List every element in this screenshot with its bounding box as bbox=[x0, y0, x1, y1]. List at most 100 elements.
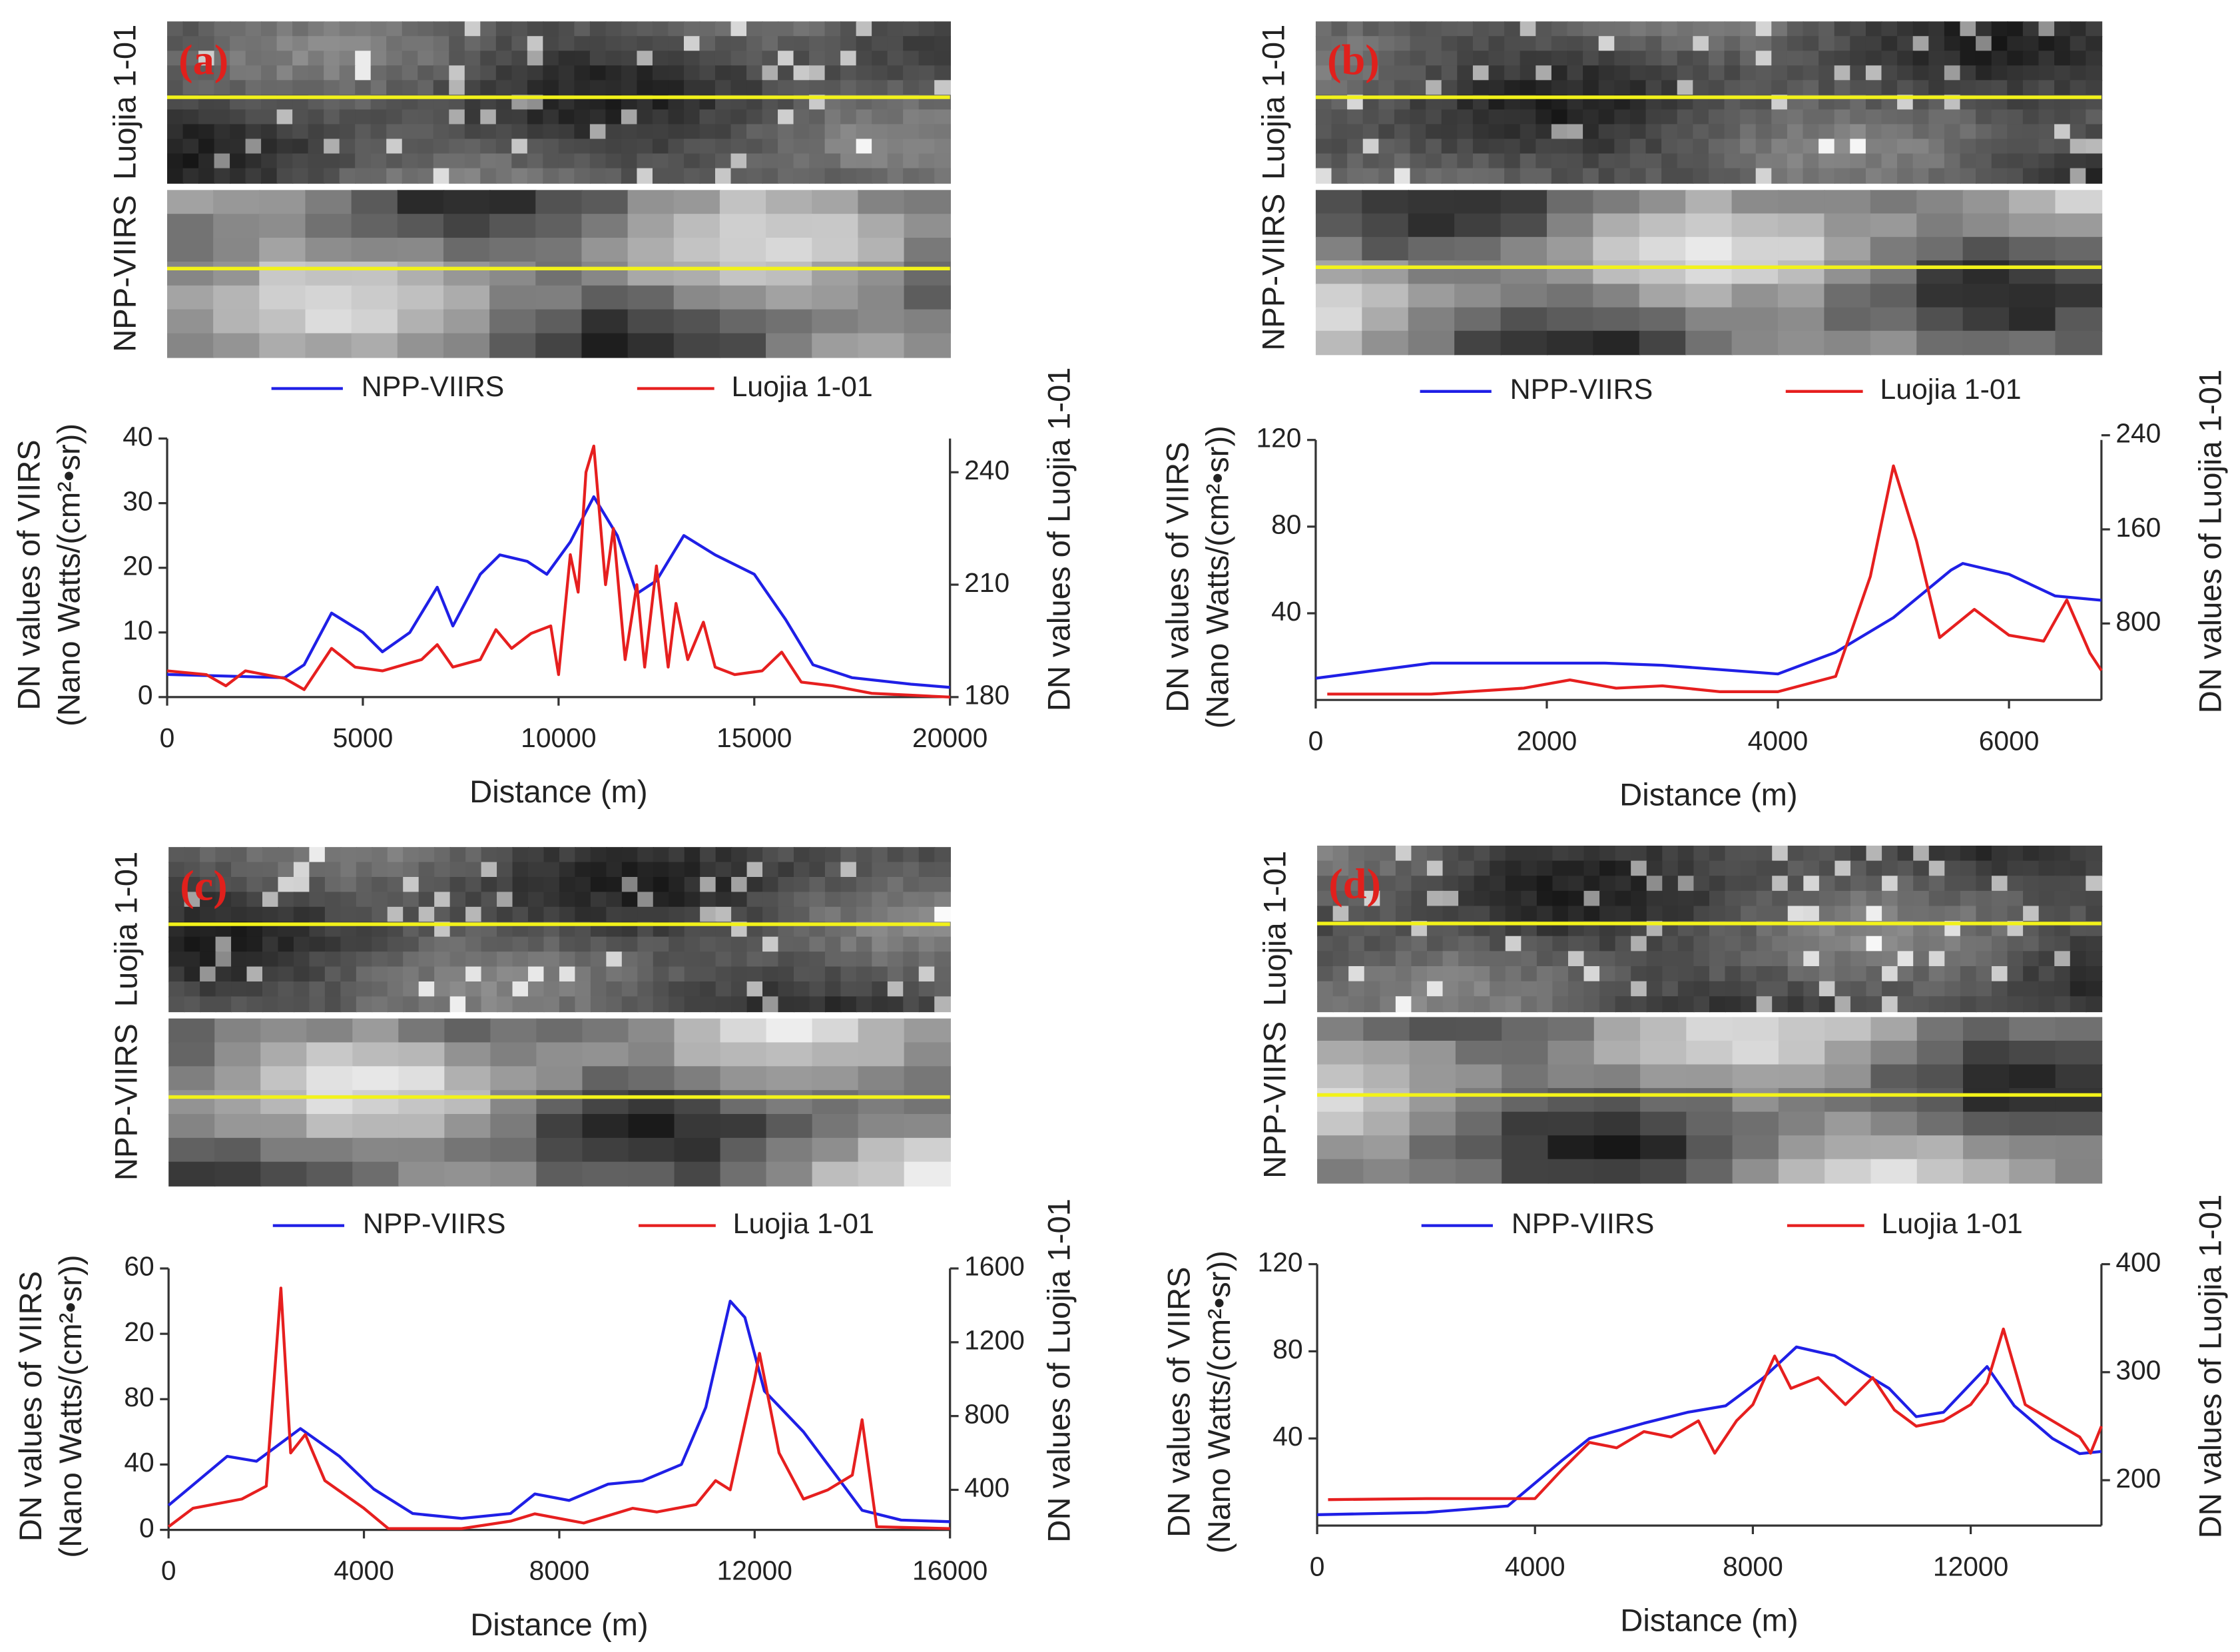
y2-axis-label: DN values of Luojia 1-01 bbox=[2193, 370, 2229, 714]
pixel bbox=[1378, 138, 1396, 154]
pixel bbox=[1662, 860, 1679, 877]
pixel bbox=[464, 138, 481, 154]
pixel bbox=[1709, 981, 1726, 997]
pixel bbox=[590, 952, 607, 967]
pixel bbox=[1912, 138, 1930, 154]
pixel bbox=[918, 51, 936, 67]
pixel bbox=[1824, 1111, 1872, 1137]
pixel bbox=[793, 996, 810, 1013]
pixel bbox=[1731, 330, 1779, 356]
pixel bbox=[731, 996, 748, 1013]
pixel bbox=[1897, 80, 1914, 96]
pixel bbox=[1410, 138, 1427, 154]
pixel bbox=[259, 238, 306, 263]
pixel bbox=[2009, 260, 2056, 285]
pixel bbox=[1395, 860, 1412, 877]
pixel bbox=[309, 936, 326, 953]
pixel bbox=[653, 862, 670, 878]
pixel bbox=[1708, 168, 1725, 184]
pixel bbox=[527, 966, 545, 983]
pixel bbox=[355, 36, 372, 52]
pixel bbox=[1870, 1040, 1918, 1065]
pixel bbox=[621, 862, 639, 878]
pixel bbox=[793, 153, 810, 169]
pixel bbox=[856, 892, 873, 908]
pixel bbox=[2054, 36, 2071, 52]
pixel bbox=[652, 80, 669, 96]
panel-label: (c) bbox=[180, 862, 227, 909]
pixel bbox=[1347, 153, 1364, 169]
pixel bbox=[1454, 213, 1502, 238]
pixel bbox=[720, 1018, 767, 1043]
pixel bbox=[1472, 138, 1490, 154]
pixel bbox=[762, 966, 779, 983]
pixel bbox=[2009, 1111, 2056, 1137]
pixel bbox=[812, 1090, 859, 1115]
pixel bbox=[1394, 80, 1411, 96]
pixel bbox=[339, 21, 356, 37]
pixel bbox=[559, 906, 576, 923]
legend-label: Luojia 1-01 bbox=[1880, 374, 2021, 406]
pixel bbox=[1520, 138, 1537, 154]
pixel bbox=[1364, 981, 1381, 997]
pixel bbox=[543, 966, 561, 983]
pixel bbox=[1458, 936, 1475, 952]
pixel bbox=[766, 333, 813, 358]
pixel bbox=[1693, 906, 1711, 922]
pixel bbox=[1834, 906, 1852, 922]
pixel bbox=[1740, 51, 1757, 67]
pixel bbox=[1741, 981, 1757, 997]
pixel bbox=[887, 153, 904, 169]
pixel bbox=[2023, 890, 2040, 907]
x-tick-label: 4000 bbox=[1748, 725, 1809, 756]
pixel bbox=[356, 952, 373, 967]
pixel bbox=[1598, 21, 1615, 37]
pixel bbox=[167, 285, 214, 310]
pixel bbox=[543, 36, 560, 52]
pixel bbox=[2055, 1088, 2103, 1113]
pixel bbox=[309, 952, 326, 967]
pixel bbox=[1521, 906, 1538, 922]
pixel bbox=[261, 21, 278, 37]
pixel bbox=[1661, 65, 1678, 81]
pixel bbox=[292, 168, 309, 184]
pixel bbox=[246, 876, 264, 893]
pixel bbox=[306, 1161, 354, 1187]
pixel bbox=[2009, 1159, 2056, 1184]
pixel bbox=[903, 153, 920, 169]
pixel bbox=[2055, 284, 2103, 308]
pixel bbox=[621, 109, 638, 125]
pixel bbox=[2070, 168, 2087, 184]
pixel bbox=[1455, 1159, 1503, 1184]
pixel bbox=[1490, 936, 1507, 952]
pixel bbox=[403, 966, 420, 983]
pixel bbox=[481, 996, 498, 1013]
pixel bbox=[433, 168, 450, 184]
pixel bbox=[1740, 21, 1757, 37]
pixel bbox=[812, 333, 859, 358]
pixel bbox=[684, 952, 701, 967]
pixel bbox=[669, 936, 685, 953]
pixel bbox=[2070, 906, 2087, 922]
pixel bbox=[1551, 36, 1568, 52]
pixel bbox=[339, 36, 356, 52]
pixel bbox=[2007, 890, 2024, 907]
pixel bbox=[1317, 1111, 1364, 1137]
pixel bbox=[490, 1114, 537, 1139]
pixel bbox=[1500, 330, 1548, 356]
pixel bbox=[715, 981, 732, 997]
pixel bbox=[674, 1114, 721, 1139]
pixel bbox=[2038, 936, 2056, 952]
pixel bbox=[824, 847, 842, 863]
pixel bbox=[1944, 51, 1961, 67]
pixel bbox=[746, 21, 763, 37]
pixel bbox=[766, 1137, 813, 1163]
pixel bbox=[351, 214, 399, 239]
pixel bbox=[167, 333, 214, 358]
pixel bbox=[1629, 109, 1647, 125]
pixel bbox=[386, 21, 404, 37]
pixel bbox=[1348, 845, 1366, 862]
pixel bbox=[1740, 168, 1757, 184]
pixel bbox=[903, 862, 920, 878]
pixel bbox=[1631, 981, 1648, 997]
